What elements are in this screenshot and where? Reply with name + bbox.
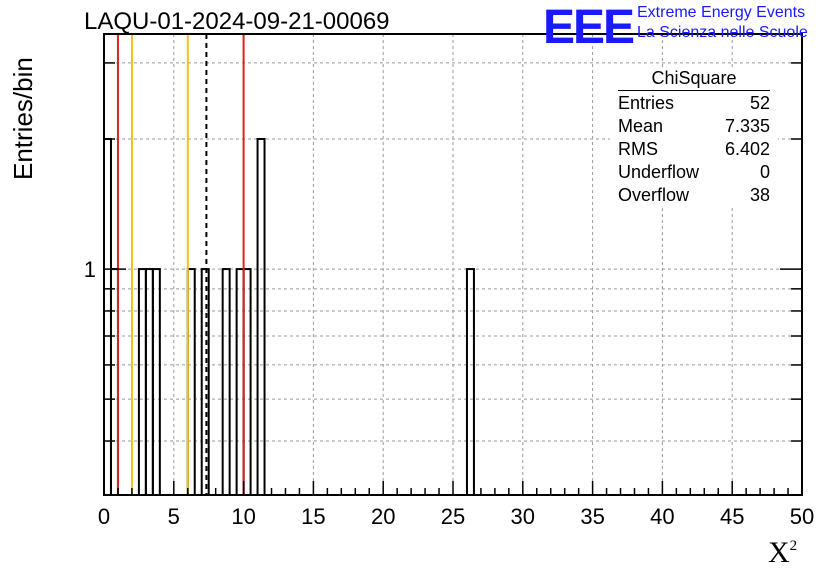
logo-line-2: La Scienza nelle Scuole [637,24,808,41]
histogram-bar [465,268,475,496]
histogram-bar [235,268,245,496]
logo-line-1: Extreme Energy Events [637,4,806,21]
stats-row-mean: Mean 7.335 [618,116,770,136]
reference-lines [116,34,245,495]
histogram-bar [109,268,119,496]
chart-title: LAQU-01-2024-09-21-00069 [84,8,390,35]
x-axis-label-sup: 2 [789,538,798,554]
x-tick-label: 0 [98,504,110,529]
stats-row-rms: RMS 6.402 [618,139,770,159]
stats-title: ChiSquare [618,68,770,91]
histogram-bar [221,268,231,496]
eee-logo: EEE [543,1,635,54]
x-tick-label: 50 [790,504,814,529]
y-tick-label: 1 [84,257,96,282]
histogram-bar [242,268,252,496]
x-tick-label: 15 [301,504,325,529]
y-axis-label: Entries/bin [8,57,38,180]
x-tick-label: 5 [168,504,180,529]
stats-row-entries: Entries 52 [618,93,770,113]
x-tick-label: 45 [720,504,744,529]
x-tick-label: 35 [580,504,604,529]
histogram-bar [256,138,266,496]
stats-row-underflow: Underflow 0 [618,162,770,182]
histogram-bar [151,268,161,496]
histogram-bar [200,268,210,496]
histogram-bar [144,268,154,496]
x-axis-label: X2 [768,536,798,569]
x-tick-label: 25 [441,504,465,529]
histogram-bar [137,268,147,496]
x-tick-label: 20 [371,504,395,529]
axis-ticks: 0 5 10 15 20 25 30 35 40 45 50 1 [84,62,814,529]
x-tick-label: 40 [650,504,674,529]
stats-box: ChiSquare Entries 52 Mean 7.335 RMS 6.402 U… [610,68,778,207]
grid-layer [104,34,802,495]
histogram-bar [186,268,196,496]
x-tick-label: 30 [511,504,535,529]
stats-row-overflow: Overflow 38 [618,185,770,205]
x-tick-label: 10 [231,504,255,529]
histogram-bars [103,138,475,496]
